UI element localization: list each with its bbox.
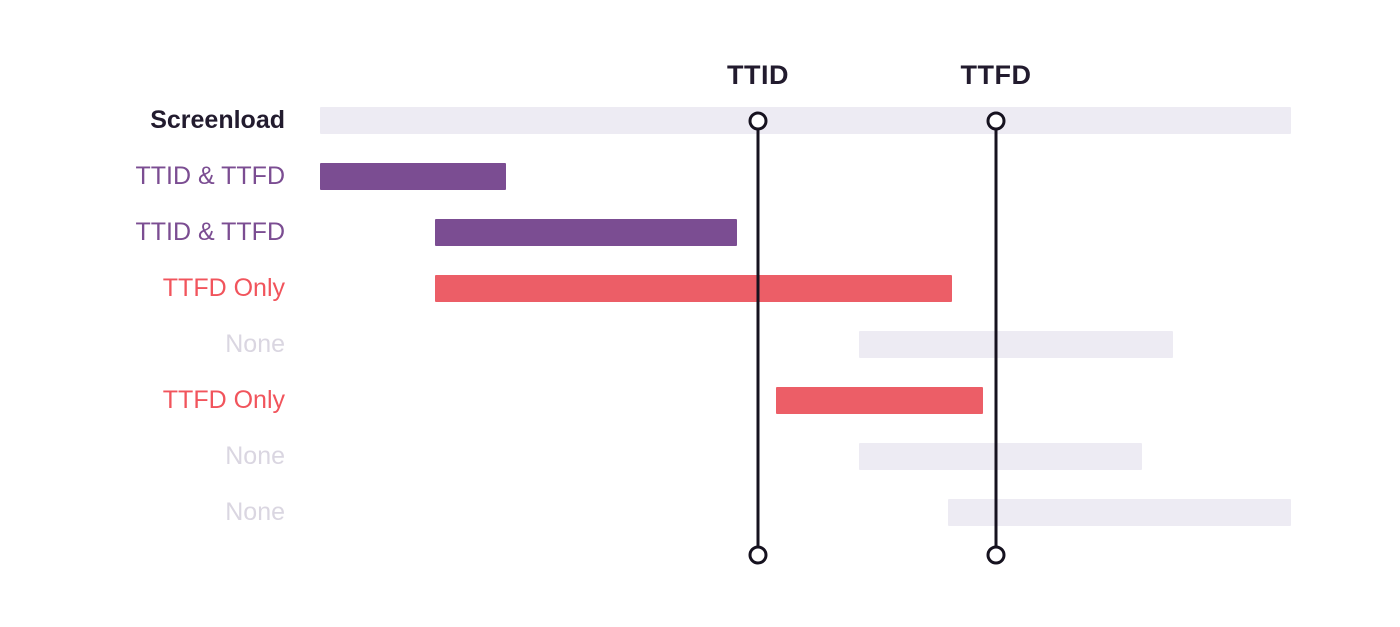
row-span-bar-ttid_ttfd	[435, 219, 737, 246]
ttid-marker-line	[756, 130, 760, 546]
row-label-ttfd_only: TTFD Only	[162, 386, 285, 414]
row-label-none: None	[225, 330, 285, 358]
row-label-none: None	[225, 442, 285, 470]
row-span-bar-screenload	[320, 107, 1291, 134]
marker-label-ttfd: TTFD	[960, 60, 1032, 90]
row-label-screenload: Screenload	[150, 106, 285, 134]
row-span-bar-ttid_ttfd	[320, 163, 506, 190]
row-span-bar-ttfd_only	[776, 387, 983, 414]
row-span-bar-none	[948, 499, 1291, 526]
row-label-ttid_ttfd: TTID & TTFD	[135, 162, 285, 190]
row-label-none: None	[225, 498, 285, 526]
ttfd-marker-line	[994, 130, 998, 546]
ttid-marker-bottom-circle	[748, 545, 768, 565]
ttid-marker-top-circle	[748, 111, 768, 131]
row-label-ttid_ttfd: TTID & TTFD	[135, 218, 285, 246]
ttfd-marker-bottom-circle	[986, 545, 1006, 565]
row-label-ttfd_only: TTFD Only	[162, 274, 285, 302]
ttfd-marker-top-circle	[986, 111, 1006, 131]
row-span-bar-none	[859, 331, 1173, 358]
row-span-bar-ttfd_only	[435, 275, 952, 302]
marker-label-ttid: TTID	[727, 60, 789, 90]
row-span-bar-none	[859, 443, 1142, 470]
